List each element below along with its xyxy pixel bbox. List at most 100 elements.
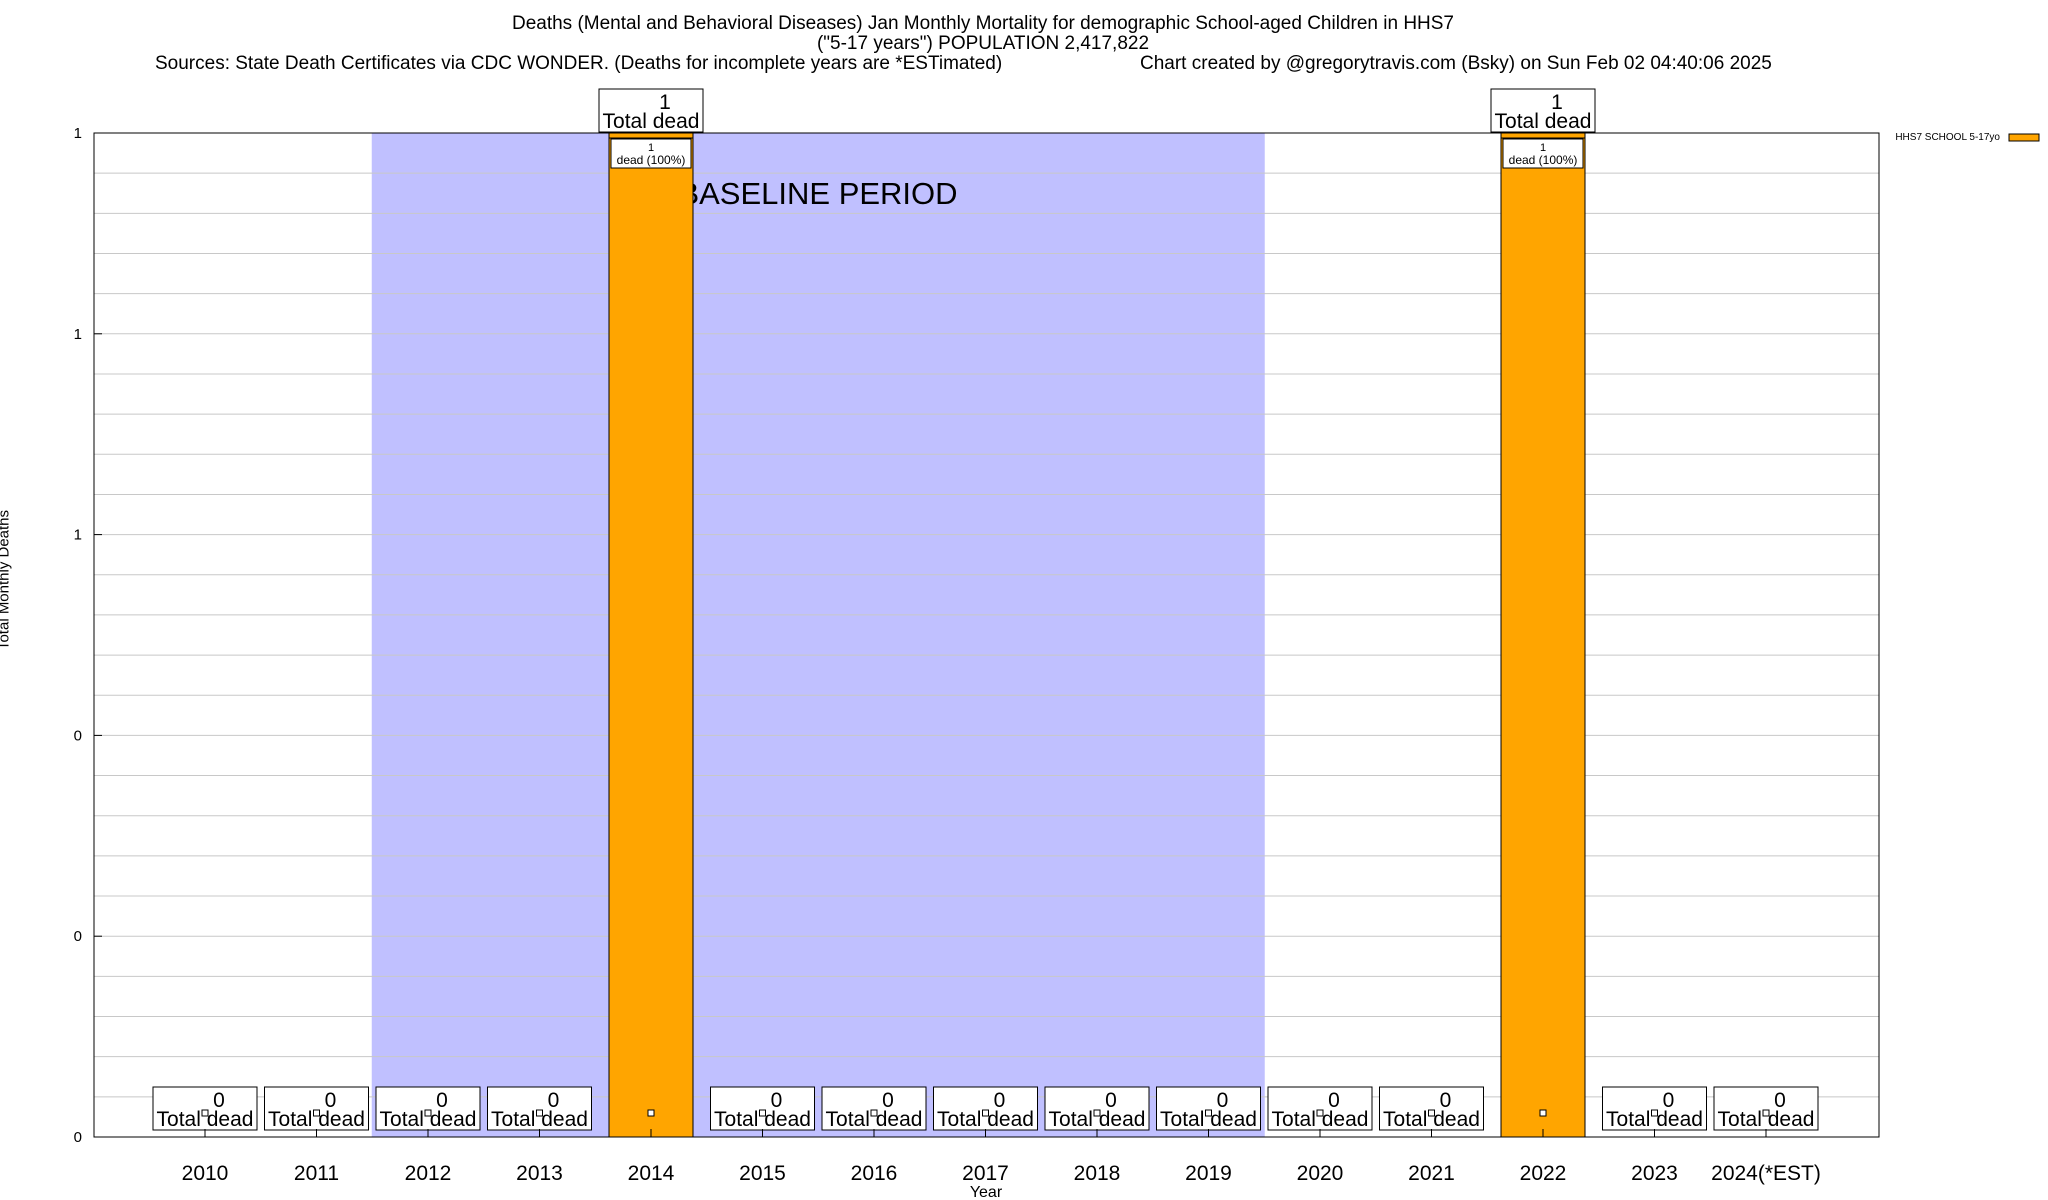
total-label-text: Total dead	[826, 1108, 923, 1131]
x-point-marker	[647, 1109, 655, 1117]
x-tick-label: 2016	[851, 1162, 898, 1185]
total-label-text: Total dead	[1160, 1108, 1257, 1131]
x-tick-label: 2017	[962, 1162, 1009, 1185]
total-label-text: Total dead	[1606, 1108, 1703, 1131]
total-label-text: Total dead	[603, 110, 700, 133]
total-label-text: Total dead	[714, 1108, 811, 1131]
plot-frame	[93, 132, 1880, 1138]
x-point-marker	[1428, 1109, 1435, 1117]
x-tick-label: 2020	[1297, 1162, 1344, 1185]
inner-label-text: dead (100%)	[1509, 153, 1578, 167]
x-tick-label: 2021	[1408, 1162, 1455, 1185]
legend-label: HHS7 SCHOOL 5-17yo	[1895, 132, 2000, 143]
y-tick-label: 1	[74, 527, 82, 544]
total-label-box	[487, 1086, 592, 1131]
x-tick-label: 2019	[1185, 1162, 1232, 1185]
total-label-box	[1267, 1086, 1373, 1131]
x-point-marker	[870, 1109, 878, 1117]
axes: 0 0 0 1 1 1 2010 2011 2012 2013 2014 2015 2016 2017 20…	[74, 125, 1880, 1200]
bar-2014	[608, 132, 694, 1138]
x-point-marker	[1651, 1109, 1658, 1117]
total-label-text: Total dead	[1495, 110, 1592, 133]
x-tick-label: 2010	[182, 1162, 229, 1185]
baseline-period-label: BASELINE PERIOD	[678, 176, 957, 211]
bar-cap-2022	[1500, 132, 1586, 139]
x-point-marker	[1205, 1109, 1212, 1117]
total-label-value: 0	[994, 1089, 1006, 1112]
total-label-value: 0	[882, 1089, 894, 1112]
total-label-text: Total dead	[937, 1108, 1034, 1131]
x-point-marker	[982, 1109, 989, 1117]
total-label-text: Total dead	[491, 1108, 588, 1131]
y-tick-label: 1	[74, 125, 82, 142]
total-label-value: 1	[1551, 91, 1563, 114]
total-label-text: Total dead	[1272, 1108, 1369, 1131]
total-label-text: Total dead	[1383, 1108, 1480, 1131]
legend-entry: HHS7 SCHOOL 5-17yo	[1895, 132, 2040, 143]
total-label-box	[933, 1086, 1038, 1131]
total-label-box	[1713, 1086, 1819, 1131]
y-tick-label: 1	[74, 326, 82, 343]
total-label-text: Total dead	[380, 1108, 477, 1131]
total-label-value: 0	[1217, 1089, 1229, 1112]
total-label-value: 0	[1328, 1089, 1340, 1112]
x-tick-label: 2013	[516, 1162, 563, 1185]
inner-label-text: dead (100%)	[617, 153, 686, 167]
total-label-value: 0	[1663, 1089, 1675, 1112]
credit-note: Chart created by @gregorytravis.com (Bsk…	[1140, 53, 1772, 74]
inner-label-value: 1	[1540, 142, 1546, 154]
x-point-marker	[759, 1109, 766, 1117]
x-tick-label: 2015	[739, 1162, 786, 1185]
total-label-value: 0	[1105, 1089, 1117, 1112]
total-label-box	[264, 1086, 369, 1131]
bars	[608, 132, 1586, 1138]
x-axis-label: Year	[970, 1184, 1003, 1200]
y-tick-label: 0	[74, 928, 82, 945]
sources-note: Sources: State Death Certificates via CD…	[155, 53, 1003, 74]
total-label-value: 0	[1440, 1089, 1452, 1112]
x-tick-label: 2011	[294, 1162, 339, 1185]
total-label-box	[1490, 88, 1596, 133]
total-label-box	[710, 1086, 815, 1131]
baseline-period-band	[371, 133, 1265, 1137]
y-tick-label: 0	[74, 727, 82, 744]
total-label-box	[152, 1086, 258, 1131]
total-label-text: Total dead	[157, 1108, 254, 1131]
legend-swatch	[2008, 133, 2040, 142]
total-label-value: 0	[548, 1089, 560, 1112]
total-label-box	[821, 1086, 927, 1131]
inner-label-box	[1502, 138, 1584, 169]
x-point-marker	[1762, 1109, 1770, 1117]
x-tick-label: 2022	[1520, 1162, 1567, 1185]
total-label-box	[375, 1086, 481, 1131]
x-point-marker	[536, 1109, 543, 1117]
bar-2022	[1500, 132, 1586, 1138]
total-label-value: 0	[771, 1089, 783, 1112]
x-point-marker	[424, 1109, 432, 1117]
x-tick-label: 2024(*EST)	[1711, 1162, 1821, 1185]
x-point-marker	[1539, 1109, 1547, 1117]
inner-label-value: 1	[648, 142, 654, 154]
total-label-box	[598, 88, 704, 133]
total-label-box	[1044, 1086, 1150, 1131]
y-tick-label: 0	[74, 1129, 82, 1146]
total-label-value: 1	[659, 91, 671, 114]
total-label-value: 0	[1774, 1089, 1786, 1112]
total-label-text: Total dead	[268, 1108, 365, 1131]
bar-cap-2014	[608, 132, 694, 139]
